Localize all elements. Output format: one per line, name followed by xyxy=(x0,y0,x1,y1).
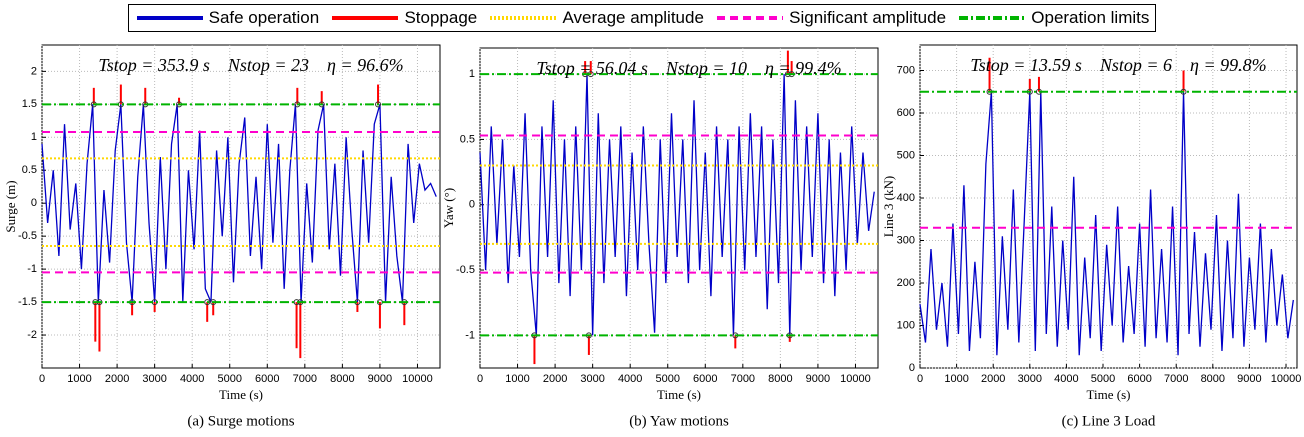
x-tick-label: 3000 xyxy=(580,373,604,385)
legend-swatch xyxy=(717,16,784,20)
legend-item: Average amplitude xyxy=(488,8,704,28)
y-tick-label: -1 xyxy=(465,329,475,341)
safe-line xyxy=(479,74,875,336)
x-tick-label: 6000 xyxy=(255,373,279,385)
legend-swatch xyxy=(332,16,399,20)
y-tick-label: 600 xyxy=(897,107,915,119)
safe-line xyxy=(919,91,1294,356)
stoppage-marker xyxy=(204,299,211,306)
annotation: Tstop = 56.04 s Nstop = 10 η = 99.4% xyxy=(536,58,841,78)
x-tick-label: 6000 xyxy=(1127,373,1151,385)
annotation: Tstop = 13.59 s Nstop = 6 η = 99.8% xyxy=(970,55,1266,75)
y-tick-label: 0.5 xyxy=(22,164,37,176)
y-tick-label: 2 xyxy=(31,65,37,77)
x-tick-label: 5000 xyxy=(1091,373,1115,385)
x-tick-label: 3000 xyxy=(142,373,166,385)
x-tick-label: 9000 xyxy=(1237,373,1261,385)
x-tick-label: 7000 xyxy=(1164,373,1188,385)
x-tick-label: 2000 xyxy=(105,373,129,385)
x-tick-label: 4000 xyxy=(1054,373,1078,385)
y-tick-label: 1 xyxy=(31,131,37,143)
caption: (a) Surge motions xyxy=(187,413,294,429)
legend-swatch xyxy=(490,16,557,20)
x-axis-label: Time (s) xyxy=(1087,387,1131,402)
y-tick-label: -0.5 xyxy=(456,264,475,276)
x-tick-label: 8000 xyxy=(330,373,354,385)
x-tick-label: 10000 xyxy=(402,373,433,385)
y-tick-label: 100 xyxy=(897,319,915,331)
legend-item: Safe operation xyxy=(135,8,320,28)
y-tick-label: -0.5 xyxy=(18,230,37,242)
caption: (b) Yaw motions xyxy=(629,413,729,429)
y-tick-label: -1 xyxy=(27,263,37,275)
x-tick-label: 10000 xyxy=(840,373,871,385)
x-tick-label: 1000 xyxy=(67,373,91,385)
legend-item: Stoppage xyxy=(330,8,477,28)
x-tick-label: 8000 xyxy=(768,373,792,385)
annotation: Tstop = 353.9 s Nstop = 23 η = 96.6% xyxy=(98,55,403,75)
chart: 0 1000 2000 3000 4000 5000 6000 7000 8000 9000 100… xyxy=(441,47,879,429)
x-tick-label: 0 xyxy=(477,373,483,385)
legend-label: Safe operation xyxy=(208,8,320,27)
y-tick-label: -2 xyxy=(27,329,37,341)
x-tick-label: 2000 xyxy=(981,373,1005,385)
x-tick-label: 3000 xyxy=(1018,373,1042,385)
legend-item: Operation limits xyxy=(957,8,1149,28)
chart: 0 1000 2000 3000 4000 5000 6000 7000 8000 9000 100… xyxy=(881,44,1302,429)
y-tick-label: 200 xyxy=(897,277,915,289)
x-tick-label: 7000 xyxy=(293,373,317,385)
legend-label: Stoppage xyxy=(404,8,478,27)
caption: (c) Line 3 Load xyxy=(1062,413,1156,429)
x-tick-label: 4000 xyxy=(180,373,204,385)
x-tick-label: 5000 xyxy=(655,373,679,385)
legend: Safe operation Stoppage Average amplitude S… xyxy=(128,4,1156,32)
y-tick-label: 0 xyxy=(909,362,915,374)
y-tick-label: 1 xyxy=(469,68,475,80)
x-tick-label: 2000 xyxy=(543,373,567,385)
x-tick-label: 9000 xyxy=(368,373,392,385)
y-tick-label: 400 xyxy=(897,192,915,204)
legend-label: Significant amplitude xyxy=(789,8,947,27)
x-tick-label: 0 xyxy=(39,373,45,385)
chart: 0 1000 2000 3000 4000 5000 6000 7000 8000 9000 100… xyxy=(3,44,441,429)
y-tick-label: 700 xyxy=(897,64,915,76)
y-tick-label: 0 xyxy=(31,197,37,209)
y-axis-label: Surge (m) xyxy=(3,180,18,232)
plot-area xyxy=(919,44,1298,369)
stoppage-marker xyxy=(375,101,382,108)
x-tick-label: 6000 xyxy=(693,373,717,385)
y-tick-label: 0.5 xyxy=(460,133,475,145)
y-tick-label: 1.5 xyxy=(22,98,37,110)
y-axis-label: Yaw (°) xyxy=(441,188,456,228)
x-tick-label: 1000 xyxy=(505,373,529,385)
x-axis-label: Time (s) xyxy=(219,387,263,402)
y-tick-label: 0 xyxy=(469,199,475,211)
y-tick-label: -1.5 xyxy=(18,296,37,308)
legend-label: Average amplitude xyxy=(562,8,704,27)
x-tick-label: 9000 xyxy=(806,373,830,385)
x-axis-label: Time (s) xyxy=(657,387,701,402)
legend-item: Significant amplitude xyxy=(715,8,946,28)
legend-label: Operation limits xyxy=(1031,8,1150,27)
x-tick-label: 7000 xyxy=(731,373,755,385)
x-tick-label: 10000 xyxy=(1271,373,1302,385)
x-tick-label: 0 xyxy=(917,373,923,385)
legend-swatch xyxy=(959,16,1026,20)
y-axis-label: Line 3 (kN) xyxy=(881,176,896,237)
legend-swatch xyxy=(136,16,203,20)
x-tick-label: 1000 xyxy=(944,373,968,385)
x-tick-label: 8000 xyxy=(1201,373,1225,385)
y-tick-label: 500 xyxy=(897,149,915,161)
plot-area xyxy=(41,44,441,369)
x-tick-label: 5000 xyxy=(217,373,241,385)
safe-line xyxy=(41,104,437,303)
y-tick-label: 300 xyxy=(897,234,915,246)
x-tick-label: 4000 xyxy=(618,373,642,385)
